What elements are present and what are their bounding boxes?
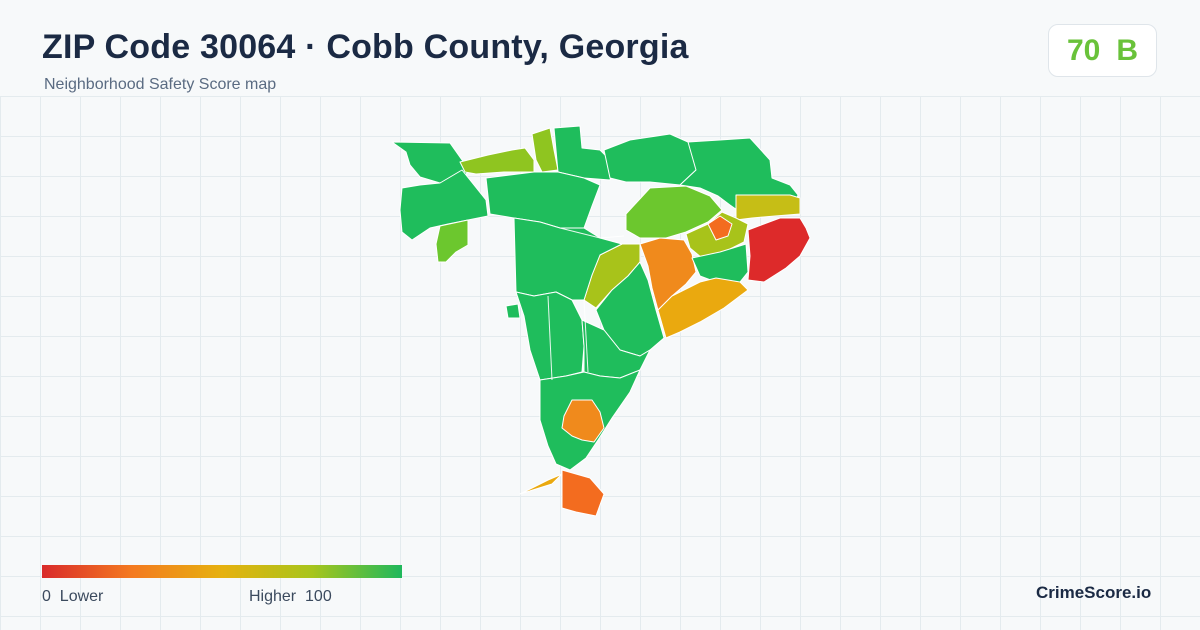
neighborhood-amber-se[interactable] <box>657 277 749 339</box>
legend-max-label: Higher 100 <box>249 588 332 606</box>
neighborhood-boundary <box>559 227 625 239</box>
legend-high-text: Higher <box>249 588 297 605</box>
legend-gradient-bar <box>42 565 402 578</box>
neighborhood-west[interactable] <box>399 169 489 241</box>
neighborhood-red-east[interactable] <box>747 217 811 283</box>
page-title: ZIP Code 30064 · Cobb County, Georgia <box>42 28 689 66</box>
neighborhood-center-west[interactable] <box>485 171 601 229</box>
neighborhood-bottom-orange[interactable] <box>561 469 605 517</box>
neighborhood-west-nub[interactable] <box>505 303 521 319</box>
neighborhood-nw-strip[interactable] <box>459 147 535 175</box>
legend-low-text: Lower <box>59 588 104 605</box>
neighborhood-boundary <box>547 295 553 381</box>
neighborhood-north-center[interactable] <box>603 133 701 186</box>
neighborhood-east-green[interactable] <box>691 243 749 283</box>
legend-min-label: 0 Lower <box>42 588 103 606</box>
neighborhood-orange-center[interactable] <box>639 237 697 311</box>
score-badge: 70 B <box>1048 24 1157 77</box>
score-value: 70 <box>1066 33 1101 67</box>
neighborhood-boundary <box>583 299 589 373</box>
score-grade: B <box>1116 33 1139 67</box>
neighborhood-center-east-light[interactable] <box>625 185 723 239</box>
neighborhood-orange-south[interactable] <box>561 399 605 443</box>
legend-max-value: 100 <box>305 588 332 605</box>
neighborhood-bottom-sliver[interactable] <box>519 473 563 495</box>
neighborhood-west-light[interactable] <box>435 219 469 263</box>
brand-logo-text[interactable]: CrimeScore.io <box>1036 583 1152 602</box>
legend-min-value: 0 <box>42 588 51 605</box>
neighborhood-east-yellow[interactable] <box>735 194 801 221</box>
page-subtitle: Neighborhood Safety Score map <box>44 76 277 93</box>
neighborhood-small-orange[interactable] <box>707 215 733 241</box>
